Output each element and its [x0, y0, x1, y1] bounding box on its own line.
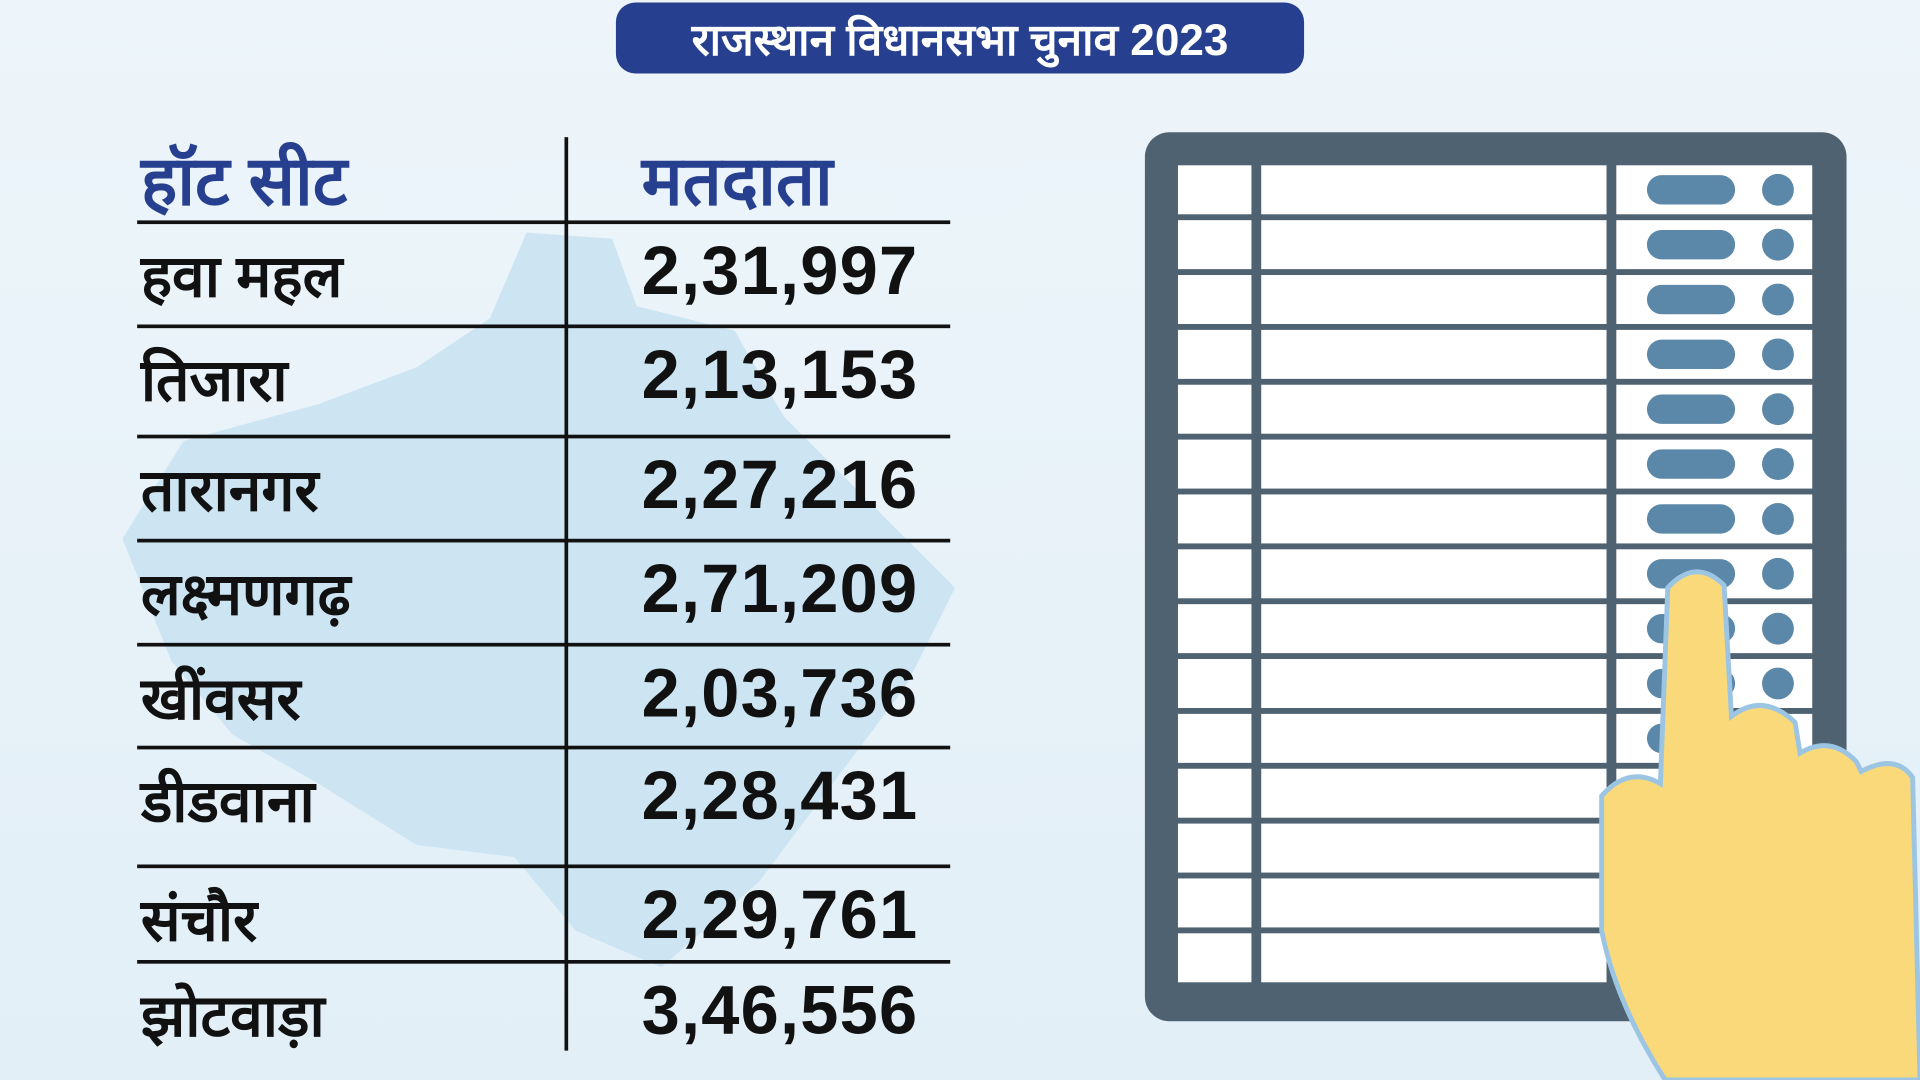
- row-divider: [137, 434, 951, 439]
- voter-count: 2,27,216: [641, 445, 919, 523]
- seat-name: संचौर: [140, 888, 258, 954]
- evm-serial-cell: [1177, 768, 1252, 818]
- evm-indicator-light: [1762, 228, 1794, 261]
- row-divider: [137, 864, 951, 869]
- evm-candidate-cell: [1261, 933, 1607, 983]
- evm-indicator-light: [1762, 448, 1794, 481]
- evm-candidate-cell: [1261, 604, 1607, 654]
- seat-name: तिजारा: [140, 348, 288, 414]
- header-voters: मतदाता: [641, 142, 833, 220]
- row-divider: [137, 745, 951, 750]
- evm-candidate-cell: [1261, 494, 1607, 544]
- evm-candidate-cell: [1261, 659, 1607, 709]
- row-divider: [137, 642, 951, 647]
- evm-indicator-light: [1762, 503, 1794, 535]
- row-divider: [137, 324, 951, 329]
- evm-serial-cell: [1177, 823, 1252, 873]
- evm-serial-cell: [1177, 878, 1252, 928]
- voter-count: 3,46,556: [641, 971, 919, 1049]
- row-divider: [137, 538, 951, 543]
- evm-serial-cell: [1177, 275, 1252, 325]
- seat-name: खींवसर: [140, 667, 301, 733]
- seat-name: लक्ष्मणगढ़: [140, 563, 351, 629]
- evm-serial-cell: [1177, 549, 1252, 599]
- evm-indicator-light: [1762, 667, 1794, 700]
- evm-vote-button: [1646, 175, 1736, 205]
- row-divider: [137, 220, 951, 225]
- evm-candidate-cell: [1261, 768, 1607, 818]
- evm-serial-cell: [1177, 933, 1252, 983]
- evm-indicator-light: [1762, 612, 1794, 645]
- evm-candidate-cell: [1261, 165, 1607, 215]
- row-divider: [137, 960, 951, 964]
- voter-count: 2,71,209: [641, 549, 919, 627]
- evm-candidate-cell: [1261, 878, 1607, 928]
- evm-serial-cell: [1177, 220, 1252, 270]
- evm-vote-button: [1646, 504, 1736, 534]
- evm-indicator-light: [1762, 173, 1794, 206]
- voter-count: 2,29,761: [641, 875, 919, 953]
- evm-vote-button: [1646, 394, 1736, 424]
- evm-candidate-cell: [1261, 439, 1607, 489]
- evm-vote-button: [1646, 229, 1736, 260]
- evm-serial-cell: [1177, 713, 1252, 763]
- voter-count: 2,28,431: [641, 756, 919, 834]
- evm-vote-button: [1646, 339, 1736, 370]
- voter-count: 2,13,153: [641, 335, 919, 413]
- evm-vote-button: [1646, 449, 1736, 479]
- seat-name: झोटवाड़ा: [140, 984, 325, 1050]
- evm-candidate-cell: [1261, 549, 1607, 599]
- evm-serial-cell: [1177, 384, 1252, 434]
- evm-serial-cell: [1177, 604, 1252, 654]
- evm-indicator-light: [1762, 557, 1794, 590]
- evm-indicator-light: [1762, 283, 1794, 316]
- evm-candidate-cell: [1261, 275, 1607, 325]
- header-hot-seat: हॉट सीट: [140, 142, 348, 220]
- evm-indicator-light: [1762, 338, 1794, 371]
- evm-serial-cell: [1177, 329, 1252, 379]
- evm-vote-button: [1646, 284, 1736, 315]
- evm-candidate-cell: [1261, 713, 1607, 763]
- evm-serial-cell: [1177, 659, 1252, 709]
- evm-serial-cell: [1177, 494, 1252, 544]
- pointing-hand-icon: [1599, 569, 1920, 1080]
- evm-candidate-cell: [1261, 329, 1607, 379]
- evm-serial-cell: [1177, 439, 1252, 489]
- voter-count: 2,03,736: [641, 653, 919, 732]
- seat-name: हवा महल: [140, 244, 343, 310]
- evm-serial-cell: [1177, 165, 1252, 215]
- evm-indicator-light: [1762, 393, 1794, 426]
- page-title: राजस्थान विधानसभा चुनाव 2023: [615, 2, 1305, 74]
- evm-candidate-cell: [1261, 384, 1607, 434]
- evm-candidate-cell: [1261, 220, 1607, 270]
- seat-name: डीडवाना: [140, 770, 315, 836]
- column-divider: [564, 137, 569, 1051]
- seat-name: तारानगर: [140, 459, 319, 525]
- voter-count: 2,31,997: [641, 231, 919, 309]
- evm-candidate-cell: [1261, 823, 1607, 873]
